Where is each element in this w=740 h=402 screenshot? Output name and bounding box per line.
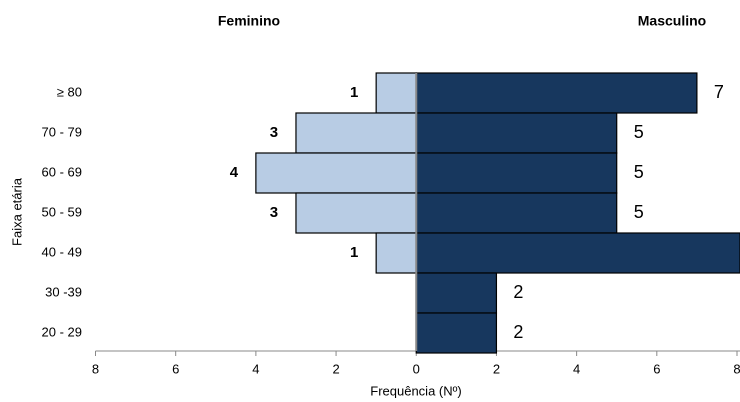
y-tick-label: 20 - 29 — [42, 324, 82, 339]
y-tick-label: 60 - 69 — [42, 164, 82, 179]
female-bar — [255, 152, 417, 194]
y-tick-label: ≥ 80 — [57, 84, 82, 99]
x-tick-label: 2 — [493, 361, 500, 376]
y-tick-label: 40 - 49 — [42, 244, 82, 259]
male-bar — [415, 232, 740, 274]
female-value-label: 4 — [230, 164, 239, 181]
male-bar — [415, 72, 698, 114]
male-bar — [415, 192, 618, 234]
male-value-label: 7 — [714, 82, 724, 102]
female-value-label: 3 — [270, 204, 278, 221]
male-bar — [415, 312, 498, 354]
y-tick-label: 30 -39 — [45, 284, 82, 299]
male-value-label: 5 — [634, 122, 644, 142]
female-bar — [295, 112, 417, 154]
male-value-label: 5 — [634, 202, 644, 222]
y-tick-label: 50 - 59 — [42, 204, 82, 219]
y-tick-label: 70 - 79 — [42, 124, 82, 139]
female-bar — [375, 232, 417, 274]
x-tick-label: 4 — [573, 361, 580, 376]
male-value-label: 2 — [513, 322, 523, 342]
female-value-label: 1 — [350, 244, 358, 261]
y-axis-label: Faixa etária — [9, 177, 24, 246]
x-tick-label: 6 — [653, 361, 660, 376]
male-bar — [415, 152, 618, 194]
female-value-label: 1 — [350, 84, 358, 101]
x-axis-label: Frequência (Nº) — [370, 383, 461, 398]
male-bar — [415, 112, 618, 154]
x-tick-label: 6 — [172, 361, 179, 376]
female-value-label: 3 — [270, 124, 278, 141]
x-tick-label: 8 — [92, 361, 99, 376]
x-tick-label: 4 — [252, 361, 259, 376]
male-bar — [415, 272, 498, 314]
female-bar — [375, 72, 417, 114]
x-tick-label: 8 — [733, 361, 740, 376]
male-header: Masculino — [638, 13, 706, 29]
female-bar — [295, 192, 417, 234]
x-tick-label: 2 — [332, 361, 339, 376]
x-tick-label: 0 — [413, 361, 420, 376]
female-header: Feminino — [218, 13, 280, 29]
male-value-label: 2 — [513, 282, 523, 302]
male-value-label: 5 — [634, 162, 644, 182]
